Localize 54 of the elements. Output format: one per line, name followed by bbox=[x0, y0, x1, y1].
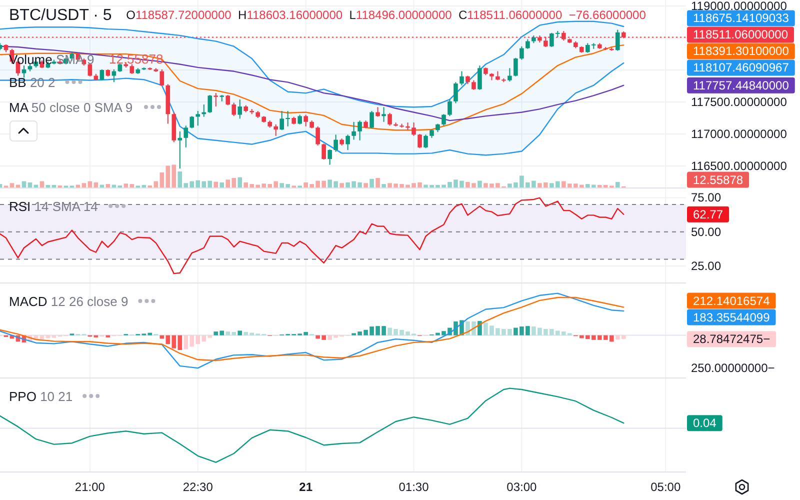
x-tick-label: 21 bbox=[299, 480, 313, 494]
text: 118391.30100000 bbox=[693, 44, 790, 58]
x-tick-label: 03:00 bbox=[506, 480, 538, 494]
x-tick-label: 21:00 bbox=[74, 480, 106, 494]
candlestick bbox=[382, 107, 386, 122]
candlestick bbox=[220, 94, 224, 102]
candlestick bbox=[352, 122, 356, 140]
y-tick-label: 117000.00000000 bbox=[691, 126, 788, 141]
text: 183.35544099 bbox=[693, 310, 770, 324]
bar bbox=[238, 330, 242, 336]
bar bbox=[148, 332, 152, 336]
ref-line-label: 118511.06000000 bbox=[693, 28, 788, 42]
x-tick-label: 22:30 bbox=[182, 480, 214, 494]
candlestick bbox=[376, 107, 380, 117]
candlestick bbox=[202, 104, 206, 117]
candlestick bbox=[262, 116, 266, 122]
y-tick-label: 117500.00000000 bbox=[691, 95, 788, 109]
bar bbox=[478, 180, 482, 188]
bar bbox=[615, 182, 620, 188]
text: 118675.14109033 bbox=[693, 11, 790, 26]
bar bbox=[478, 321, 482, 336]
bar bbox=[214, 182, 218, 188]
bar bbox=[220, 182, 224, 188]
bar bbox=[376, 178, 380, 188]
annotation: MA 50 close 0 SMA 9 bbox=[9, 100, 133, 114]
text: 28.78472475− bbox=[693, 332, 770, 346]
x-tick-label: 05:00 bbox=[650, 480, 681, 494]
y-tick-label: 25.00 bbox=[691, 259, 722, 274]
text: 250.00000000− bbox=[691, 361, 775, 375]
chart-title: MACD 12 26 close 9 bbox=[9, 294, 128, 308]
text: 212.14016574 bbox=[693, 294, 770, 308]
y-tick-label: 119000.00000000 bbox=[691, 0, 788, 14]
candlestick bbox=[178, 131, 182, 169]
bar bbox=[238, 177, 242, 188]
bar bbox=[370, 178, 374, 188]
chart-title: PPO 10 21 bbox=[9, 388, 73, 404]
y-tick-label: 50.00 bbox=[691, 224, 722, 239]
bar bbox=[364, 183, 368, 188]
text: O118587.72000000 H118603.16000000 L118496.00000000 C118511.06000000 −76.66000000 bbox=[126, 8, 646, 22]
chart-title: BTC/USDT · 5 bbox=[9, 6, 112, 24]
text: 118107.46090967 bbox=[693, 60, 790, 75]
candlestick bbox=[214, 93, 218, 106]
y-tick-label: 116500.00000000 bbox=[691, 158, 788, 173]
y-tick-label: 75.00 bbox=[691, 190, 722, 205]
x-tick-label: 01:30 bbox=[398, 480, 430, 494]
candlestick bbox=[196, 110, 200, 126]
text: 117757.44840000 bbox=[693, 78, 790, 92]
bar bbox=[382, 184, 386, 188]
bar bbox=[340, 183, 344, 188]
text: 12.55878 bbox=[693, 172, 744, 187]
text: 62.77 bbox=[693, 207, 724, 222]
text: 0.04 bbox=[693, 416, 717, 430]
text: RSI 14 SMA 14 bbox=[9, 198, 98, 214]
bar bbox=[52, 335, 56, 338]
